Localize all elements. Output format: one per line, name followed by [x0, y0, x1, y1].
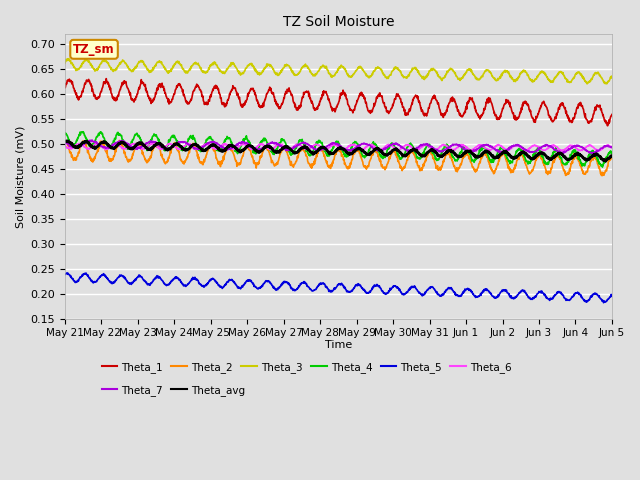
- Theta_5: [61, 272, 69, 277]
- Theta_avg: [63, 138, 70, 144]
- Theta_4: [315, 139, 323, 144]
- Line: Theta_3: Theta_3: [65, 59, 612, 84]
- Theta_avg: [608, 153, 616, 158]
- Theta_6: [305, 146, 312, 152]
- Theta_6: [372, 144, 380, 150]
- Theta_4: [126, 142, 134, 148]
- Theta_avg: [126, 146, 134, 152]
- Theta_6: [61, 142, 69, 148]
- Theta_avg: [61, 139, 69, 144]
- Theta_6: [104, 145, 111, 151]
- Theta_2: [372, 147, 380, 153]
- X-axis label: Time: Time: [325, 340, 352, 350]
- Theta_2: [126, 157, 134, 163]
- Theta_2: [608, 155, 616, 160]
- Theta_avg: [294, 149, 301, 155]
- Theta_avg: [315, 146, 323, 152]
- Theta_1: [294, 106, 301, 111]
- Theta_1: [61, 85, 69, 91]
- Theta_7: [608, 144, 616, 150]
- Theta_5: [600, 300, 607, 306]
- Theta_3: [583, 81, 591, 87]
- Theta_6: [147, 140, 155, 146]
- Theta_6: [126, 144, 134, 150]
- Text: TZ_sm: TZ_sm: [73, 43, 115, 56]
- Theta_3: [315, 68, 323, 74]
- Theta_avg: [305, 147, 312, 153]
- Theta_7: [104, 144, 111, 150]
- Theta_5: [294, 286, 301, 292]
- Theta_2: [598, 173, 606, 179]
- Theta_3: [305, 66, 312, 72]
- Theta_6: [559, 148, 566, 154]
- Theta_5: [104, 276, 111, 282]
- Theta_1: [315, 103, 323, 109]
- Theta_7: [126, 143, 134, 149]
- Theta_3: [372, 65, 380, 71]
- Theta_1: [104, 81, 111, 87]
- Legend: Theta_7, Theta_avg: Theta_7, Theta_avg: [97, 381, 250, 400]
- Theta_4: [305, 152, 312, 157]
- Y-axis label: Soil Moisture (mV): Soil Moisture (mV): [15, 125, 25, 228]
- Theta_2: [116, 138, 124, 144]
- Theta_4: [598, 164, 606, 170]
- Theta_1: [608, 112, 616, 118]
- Line: Theta_avg: Theta_avg: [65, 141, 612, 161]
- Theta_4: [608, 151, 616, 156]
- Theta_7: [61, 139, 69, 144]
- Theta_3: [126, 66, 134, 72]
- Theta_2: [61, 138, 69, 144]
- Theta_2: [315, 148, 323, 154]
- Theta_4: [61, 130, 69, 136]
- Theta_7: [315, 147, 323, 153]
- Theta_avg: [602, 158, 609, 164]
- Theta_7: [305, 142, 312, 148]
- Theta_4: [79, 129, 87, 134]
- Theta_3: [608, 73, 616, 79]
- Theta_5: [372, 282, 380, 288]
- Line: Theta_5: Theta_5: [65, 273, 612, 303]
- Theta_5: [608, 292, 616, 298]
- Theta_5: [126, 280, 134, 286]
- Theta_4: [294, 141, 301, 147]
- Theta_5: [305, 284, 312, 290]
- Theta_1: [372, 94, 380, 100]
- Theta_1: [305, 94, 312, 99]
- Theta_6: [294, 142, 301, 147]
- Theta_4: [104, 145, 111, 151]
- Theta_2: [104, 152, 111, 157]
- Line: Theta_6: Theta_6: [65, 143, 612, 151]
- Theta_7: [88, 137, 96, 143]
- Title: TZ Soil Moisture: TZ Soil Moisture: [283, 15, 394, 29]
- Theta_3: [61, 60, 69, 66]
- Theta_2: [294, 153, 301, 159]
- Line: Theta_7: Theta_7: [65, 140, 612, 153]
- Theta_3: [294, 72, 301, 77]
- Theta_5: [63, 270, 70, 276]
- Theta_6: [315, 142, 323, 148]
- Theta_avg: [372, 145, 380, 151]
- Theta_avg: [104, 142, 111, 147]
- Theta_7: [294, 142, 301, 148]
- Theta_1: [126, 92, 134, 98]
- Theta_7: [372, 147, 380, 153]
- Theta_6: [608, 144, 616, 150]
- Theta_4: [372, 144, 380, 150]
- Theta_1: [102, 76, 110, 82]
- Theta_5: [315, 283, 323, 288]
- Theta_7: [589, 150, 597, 156]
- Line: Theta_1: Theta_1: [65, 79, 612, 126]
- Line: Theta_4: Theta_4: [65, 132, 612, 167]
- Theta_3: [104, 60, 111, 66]
- Theta_1: [604, 123, 611, 129]
- Theta_3: [64, 56, 72, 61]
- Theta_2: [305, 160, 312, 166]
- Line: Theta_2: Theta_2: [65, 141, 612, 176]
